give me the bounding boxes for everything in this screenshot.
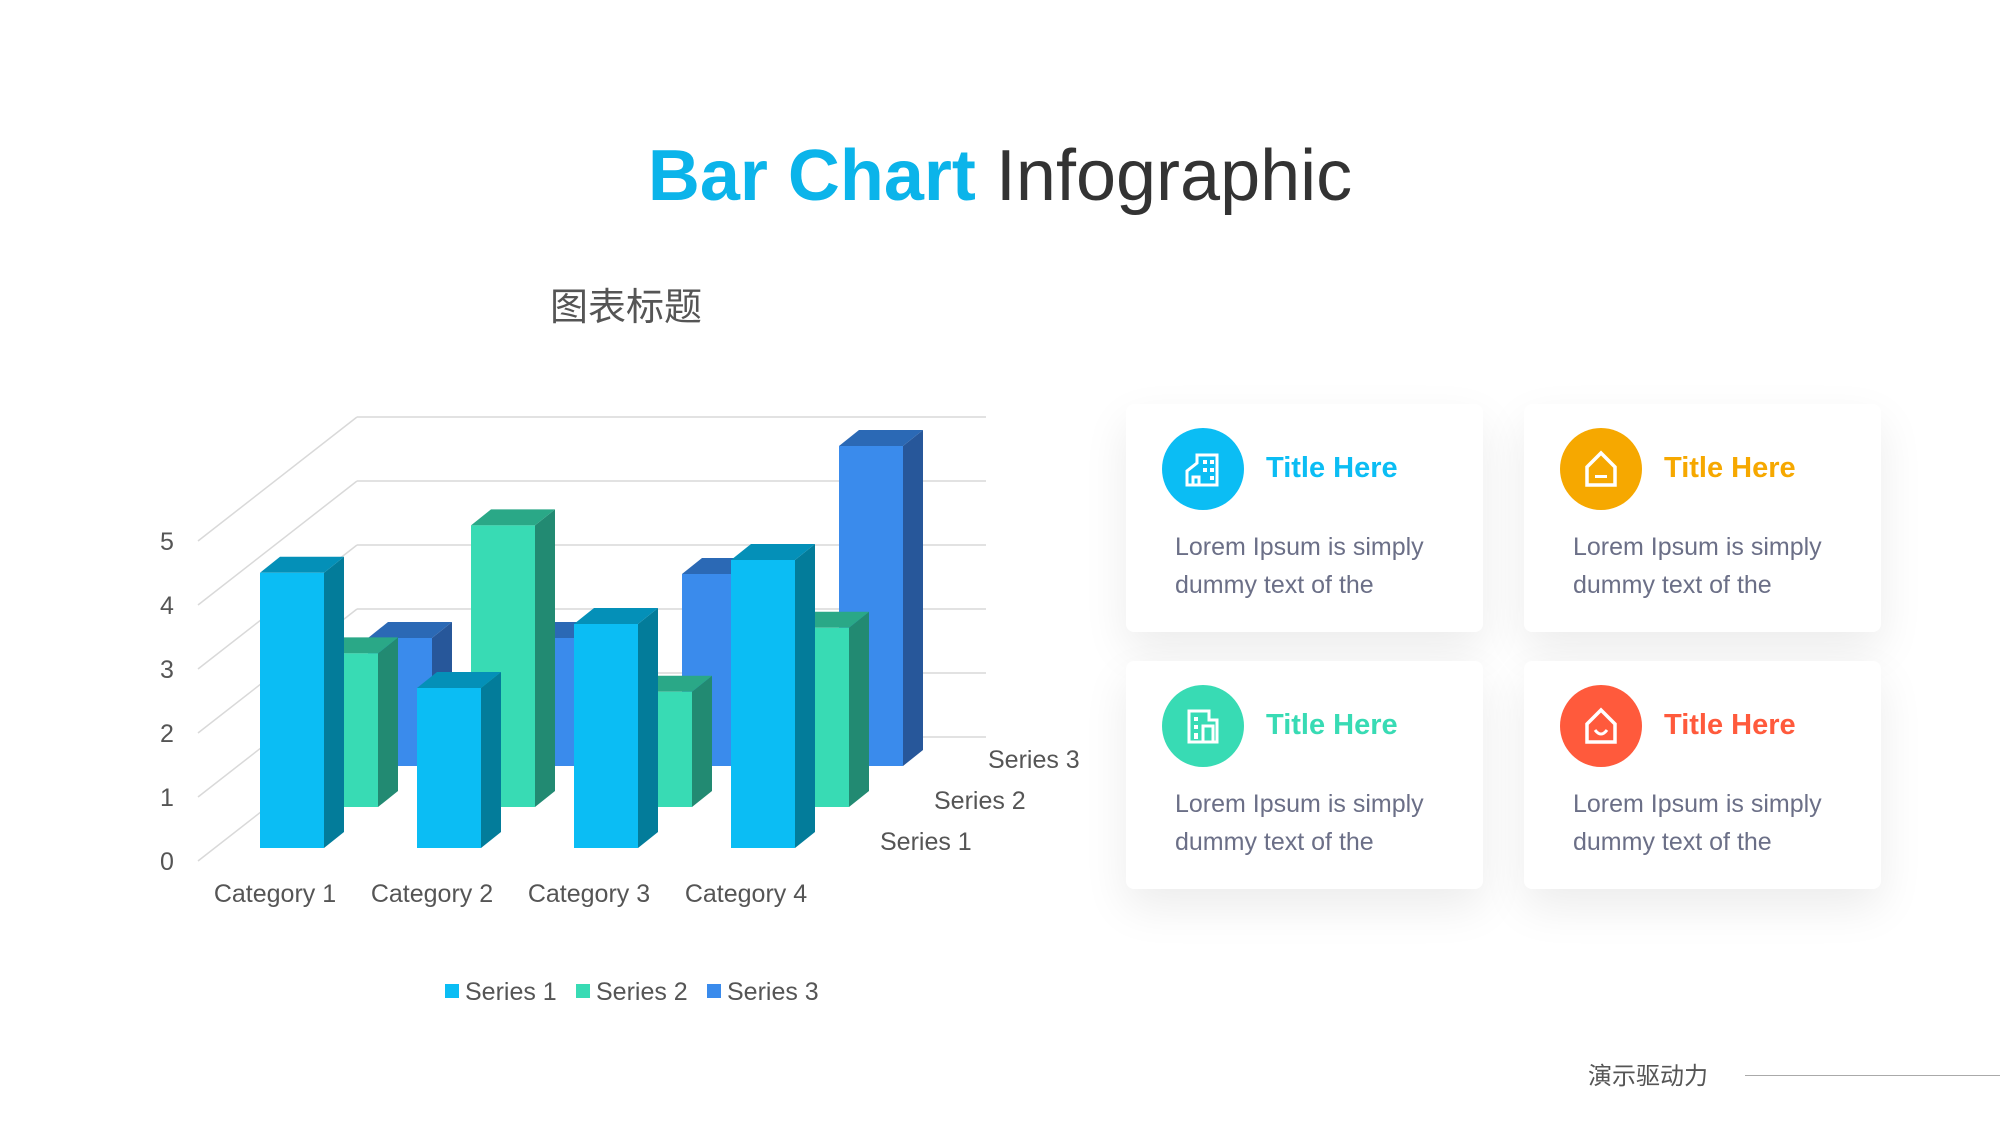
gridline-side (197, 416, 358, 542)
x-tick-label: Category 1 (214, 880, 336, 908)
legend-label: Series 2 (596, 978, 688, 1006)
info-card-2: Title Here Lorem Ipsum is simply dummy t… (1524, 404, 1881, 632)
bar-side (849, 611, 869, 807)
bar-side (795, 544, 815, 848)
y-tick-label: 4 (160, 592, 174, 620)
x-tick-label: Category 2 (371, 880, 493, 908)
card-title: Title Here (1664, 709, 1796, 741)
bar-top (260, 556, 344, 573)
card-title: Title Here (1266, 452, 1398, 484)
card-body: Lorem Ipsum is simply dummy text of the (1573, 533, 1822, 599)
legend-swatch (576, 984, 590, 998)
gridline-side (197, 480, 358, 606)
home-icon (1560, 428, 1642, 510)
card-body: Lorem Ipsum is simply dummy text of the (1175, 790, 1424, 856)
bar-1-3 (574, 624, 638, 848)
bar-chart: 图表标题 0 1 2 3 4 5 Series 1 Series 2 Series 3 Catego… (160, 287, 1080, 1006)
bar-top (731, 544, 815, 560)
page-title: Bar Chart Infographic (647, 136, 1353, 216)
legend-label: Series 1 (465, 978, 557, 1006)
bar-side (638, 608, 658, 848)
y-tick-label: 1 (160, 784, 174, 812)
y-tick-label: 5 (160, 528, 174, 556)
bar-side (535, 509, 555, 807)
x-tick-label: Category 4 (685, 880, 807, 908)
building-icon (1162, 428, 1244, 510)
bar-top (417, 672, 501, 688)
legend-swatch (445, 984, 459, 998)
legend-label: Series 3 (727, 978, 819, 1006)
chart-title: 图表标题 (550, 287, 702, 329)
card-title: Title Here (1266, 709, 1398, 741)
x-tick-label: Category 3 (528, 880, 650, 908)
footer-divider (1745, 1075, 2000, 1076)
y-tick-label: 2 (160, 720, 174, 748)
bar-1-4 (731, 560, 795, 848)
bar-1-1 (260, 572, 324, 848)
card-title: Title Here (1664, 452, 1796, 484)
office-icon (1162, 685, 1244, 767)
bar-top (839, 430, 923, 446)
info-card-4: Title Here Lorem Ipsum is simply dummy t… (1524, 661, 1881, 889)
info-card-3: Title Here Lorem Ipsum is simply dummy t… (1126, 661, 1483, 889)
footer-text: 演示驱动力 (1588, 1063, 1708, 1090)
bar-top (368, 622, 452, 638)
y-tick-label: 3 (160, 656, 174, 684)
bar-top (574, 608, 658, 624)
bar-side (692, 675, 712, 807)
bar-side (378, 637, 398, 807)
bar-side (903, 430, 923, 766)
bar-top (471, 509, 555, 526)
depth-axis-label: Series 3 (988, 746, 1080, 774)
legend-swatch (707, 984, 721, 998)
card-body: Lorem Ipsum is simply dummy text of the (1573, 790, 1822, 856)
depth-axis-label: Series 1 (880, 828, 972, 856)
bar-side (481, 672, 501, 848)
y-tick-label: 0 (160, 848, 174, 876)
smile-house-icon (1560, 685, 1642, 767)
bar-1-2 (417, 688, 481, 848)
bar-side (324, 556, 344, 848)
card-body: Lorem Ipsum is simply dummy text of the (1175, 533, 1424, 599)
info-card-1: Title Here Lorem Ipsum is simply dummy t… (1126, 404, 1483, 632)
depth-axis-label: Series 2 (934, 787, 1026, 815)
